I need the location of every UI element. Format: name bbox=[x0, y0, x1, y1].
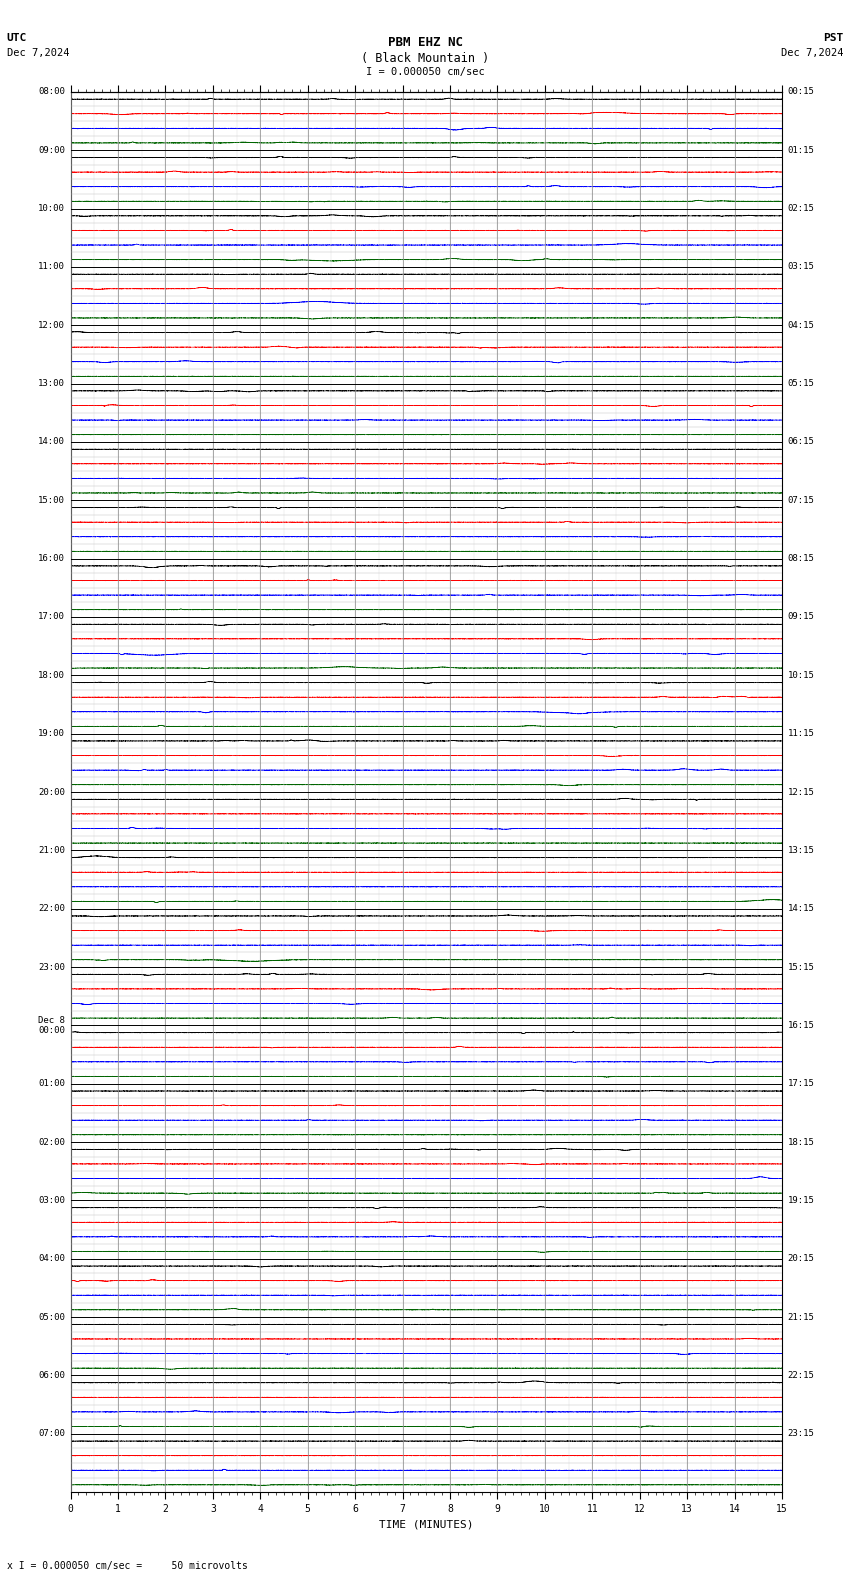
Text: 17:00: 17:00 bbox=[38, 613, 65, 621]
Text: 19:00: 19:00 bbox=[38, 729, 65, 738]
Text: 01:15: 01:15 bbox=[788, 146, 814, 155]
Text: 06:15: 06:15 bbox=[788, 437, 814, 447]
Text: ( Black Mountain ): ( Black Mountain ) bbox=[361, 52, 489, 65]
Text: 05:15: 05:15 bbox=[788, 379, 814, 388]
Text: 11:00: 11:00 bbox=[38, 263, 65, 271]
Text: 22:00: 22:00 bbox=[38, 904, 65, 914]
Text: 20:00: 20:00 bbox=[38, 787, 65, 797]
Text: 14:15: 14:15 bbox=[788, 904, 814, 914]
Text: 22:15: 22:15 bbox=[788, 1370, 814, 1380]
Text: 08:15: 08:15 bbox=[788, 554, 814, 564]
Text: 06:00: 06:00 bbox=[38, 1370, 65, 1380]
Text: 03:15: 03:15 bbox=[788, 263, 814, 271]
Text: PST: PST bbox=[823, 33, 843, 43]
Text: 12:15: 12:15 bbox=[788, 787, 814, 797]
Text: Dec 8
00:00: Dec 8 00:00 bbox=[38, 1015, 65, 1034]
Text: 15:00: 15:00 bbox=[38, 496, 65, 505]
Text: 23:00: 23:00 bbox=[38, 963, 65, 971]
Text: I = 0.000050 cm/sec: I = 0.000050 cm/sec bbox=[366, 67, 484, 76]
Text: 14:00: 14:00 bbox=[38, 437, 65, 447]
Text: Dec 7,2024: Dec 7,2024 bbox=[7, 48, 70, 57]
Text: 10:15: 10:15 bbox=[788, 670, 814, 680]
Text: 02:00: 02:00 bbox=[38, 1137, 65, 1147]
Text: Dec 7,2024: Dec 7,2024 bbox=[780, 48, 843, 57]
X-axis label: TIME (MINUTES): TIME (MINUTES) bbox=[379, 1519, 473, 1530]
Text: 16:15: 16:15 bbox=[788, 1020, 814, 1030]
Text: 19:15: 19:15 bbox=[788, 1196, 814, 1205]
Text: 02:15: 02:15 bbox=[788, 204, 814, 214]
Text: 21:00: 21:00 bbox=[38, 846, 65, 855]
Text: 03:00: 03:00 bbox=[38, 1196, 65, 1205]
Text: UTC: UTC bbox=[7, 33, 27, 43]
Text: 04:15: 04:15 bbox=[788, 320, 814, 329]
Text: 15:15: 15:15 bbox=[788, 963, 814, 971]
Text: 20:15: 20:15 bbox=[788, 1255, 814, 1264]
Text: PBM EHZ NC: PBM EHZ NC bbox=[388, 36, 462, 49]
Text: 23:15: 23:15 bbox=[788, 1429, 814, 1438]
Text: 11:15: 11:15 bbox=[788, 729, 814, 738]
Text: 10:00: 10:00 bbox=[38, 204, 65, 214]
Text: 18:15: 18:15 bbox=[788, 1137, 814, 1147]
Text: 09:00: 09:00 bbox=[38, 146, 65, 155]
Text: 09:15: 09:15 bbox=[788, 613, 814, 621]
Text: 12:00: 12:00 bbox=[38, 320, 65, 329]
Text: 08:00: 08:00 bbox=[38, 87, 65, 97]
Text: 07:00: 07:00 bbox=[38, 1429, 65, 1438]
Text: 17:15: 17:15 bbox=[788, 1079, 814, 1088]
Text: 18:00: 18:00 bbox=[38, 670, 65, 680]
Text: 13:15: 13:15 bbox=[788, 846, 814, 855]
Text: 16:00: 16:00 bbox=[38, 554, 65, 564]
Text: 21:15: 21:15 bbox=[788, 1313, 814, 1321]
Text: 01:00: 01:00 bbox=[38, 1079, 65, 1088]
Text: 07:15: 07:15 bbox=[788, 496, 814, 505]
Text: 00:15: 00:15 bbox=[788, 87, 814, 97]
Text: 13:00: 13:00 bbox=[38, 379, 65, 388]
Text: x I = 0.000050 cm/sec =     50 microvolts: x I = 0.000050 cm/sec = 50 microvolts bbox=[7, 1562, 247, 1571]
Text: 04:00: 04:00 bbox=[38, 1255, 65, 1264]
Text: 05:00: 05:00 bbox=[38, 1313, 65, 1321]
